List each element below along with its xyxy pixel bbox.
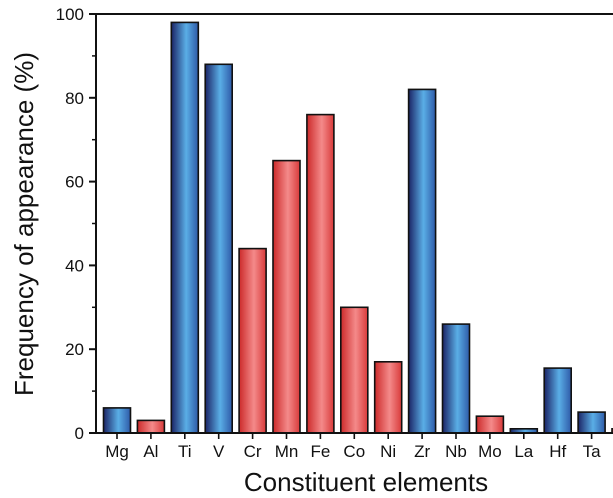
- x-tick-label-cr: Cr: [244, 442, 262, 461]
- bar-ni: [373, 360, 403, 434]
- y-axis-title: Frequency of appearance (%): [9, 52, 39, 396]
- x-tick-label-co: Co: [343, 442, 365, 461]
- x-tick-label-mn: Mn: [275, 442, 299, 461]
- y-tick-label-60: 60: [65, 173, 84, 192]
- y-tick-label-20: 20: [65, 340, 84, 359]
- x-tick-label-ti: Ti: [178, 442, 192, 461]
- bar-hf: [543, 367, 573, 434]
- labels-layer: 0 20 40 60 80 100 Mg Al Ti V Cr Mn Fe Co Ni Zr Nb Mo La Hf T…: [56, 5, 602, 461]
- x-tick-label-v: V: [213, 442, 225, 461]
- axes-layer: [89, 13, 613, 439]
- x-tick-label-fe: Fe: [310, 442, 330, 461]
- x-tick-label-zr: Zr: [414, 442, 430, 461]
- x-tick-label-la: La: [514, 442, 533, 461]
- bar-v: [204, 63, 233, 434]
- y-tick-label-0: 0: [75, 424, 84, 443]
- bar-cr: [238, 247, 267, 434]
- bar-nb: [441, 323, 471, 434]
- bar-mg: [102, 407, 132, 434]
- bar-zr: [407, 88, 437, 434]
- y-tick-label-80: 80: [65, 89, 84, 108]
- y-tick-label-40: 40: [65, 256, 84, 275]
- x-tick-label-mg: Mg: [105, 442, 129, 461]
- y-tick-label-100: 100: [56, 5, 84, 24]
- bar-ta: [577, 411, 606, 434]
- bar-ti: [170, 21, 200, 434]
- bars-layer: [102, 21, 613, 434]
- x-tick-label-ta: Ta: [583, 442, 602, 461]
- bar-mn: [272, 159, 301, 434]
- bar-co: [339, 306, 369, 434]
- x-axis-title: Constituent elements: [244, 467, 488, 497]
- x-tick-label-nb: Nb: [445, 442, 467, 461]
- x-tick-label-al: Al: [143, 442, 158, 461]
- bar-mo: [475, 415, 505, 434]
- bar-fe: [306, 113, 335, 434]
- bar-al: [136, 419, 166, 434]
- x-tick-label-mo: Mo: [478, 442, 502, 461]
- x-tick-label-hf: Hf: [549, 442, 566, 461]
- x-tick-label-ni: Ni: [380, 442, 396, 461]
